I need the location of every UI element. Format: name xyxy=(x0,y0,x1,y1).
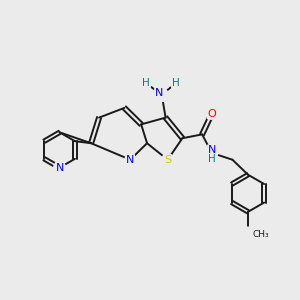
Circle shape xyxy=(206,109,217,119)
Circle shape xyxy=(162,154,174,166)
Text: N: N xyxy=(56,163,64,173)
Text: CH₃: CH₃ xyxy=(253,230,269,239)
Circle shape xyxy=(206,147,218,159)
Circle shape xyxy=(54,162,65,174)
Text: N: N xyxy=(208,145,216,155)
Circle shape xyxy=(125,154,136,165)
Text: H: H xyxy=(208,154,216,164)
Circle shape xyxy=(170,78,181,88)
Text: O: O xyxy=(208,109,216,119)
Text: N: N xyxy=(126,155,134,165)
Text: N: N xyxy=(154,88,163,98)
Circle shape xyxy=(141,78,152,88)
Text: H: H xyxy=(142,78,150,88)
Circle shape xyxy=(241,227,255,242)
Text: H: H xyxy=(172,78,179,88)
Text: S: S xyxy=(164,155,171,165)
Circle shape xyxy=(155,88,168,101)
